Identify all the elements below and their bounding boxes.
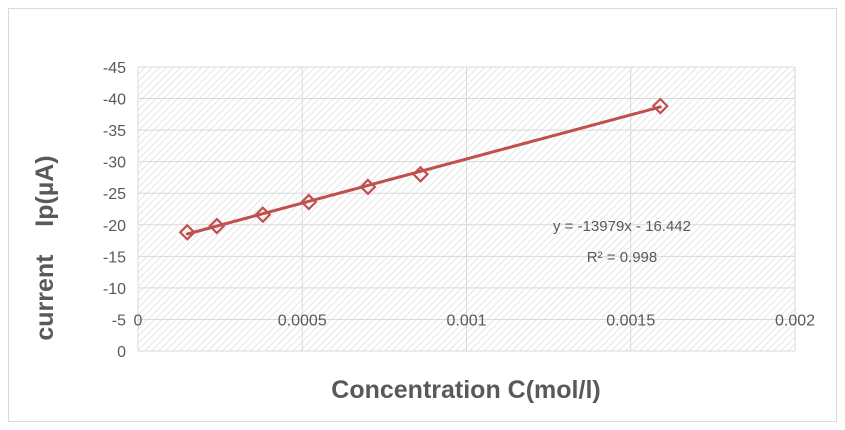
trendline-r-squared: R² = 0.998: [587, 249, 657, 266]
y-tick-label: 0: [117, 344, 126, 361]
y-tick-label: -35: [103, 123, 126, 140]
x-tick-label: 0.001: [446, 312, 486, 329]
y-tick-label: -5: [112, 312, 126, 329]
y-tick-label: -20: [103, 218, 126, 235]
data-point: [411, 165, 430, 183]
y-tick-label: -45: [103, 60, 126, 77]
y-tick-label: -15: [103, 249, 126, 266]
y-tick-label: -40: [103, 92, 126, 109]
y-tick-label: -10: [103, 281, 126, 298]
data-points: [178, 97, 669, 241]
trendline-equation: y = -13979x - 16.442: [553, 218, 691, 235]
data-point: [178, 223, 196, 241]
x-tick-label: 0.002: [775, 312, 815, 329]
y-tick-label: -30: [103, 155, 126, 172]
y-tick-labels: 0 -5 -10 -15 -20 -25 -30 -35 -40 -45: [103, 60, 126, 361]
x-tick-label: 0: [134, 312, 143, 329]
x-tick-labels: 0 0.0005 0.001 0.0015 0.002: [134, 312, 816, 329]
x-tick-label: 0.0005: [278, 312, 327, 329]
data-point: [254, 206, 272, 224]
y-axis-title: current Ip(µA): [31, 155, 59, 340]
data-point: [300, 193, 318, 211]
data-point: [208, 217, 226, 235]
x-tick-label: 0.0015: [606, 312, 655, 329]
x-axis-title: Concentration C(mol/l): [331, 376, 600, 404]
data-point: [651, 97, 669, 115]
y-tick-label: -25: [103, 186, 126, 203]
data-point: [359, 178, 377, 196]
gridlines: [137, 66, 796, 352]
